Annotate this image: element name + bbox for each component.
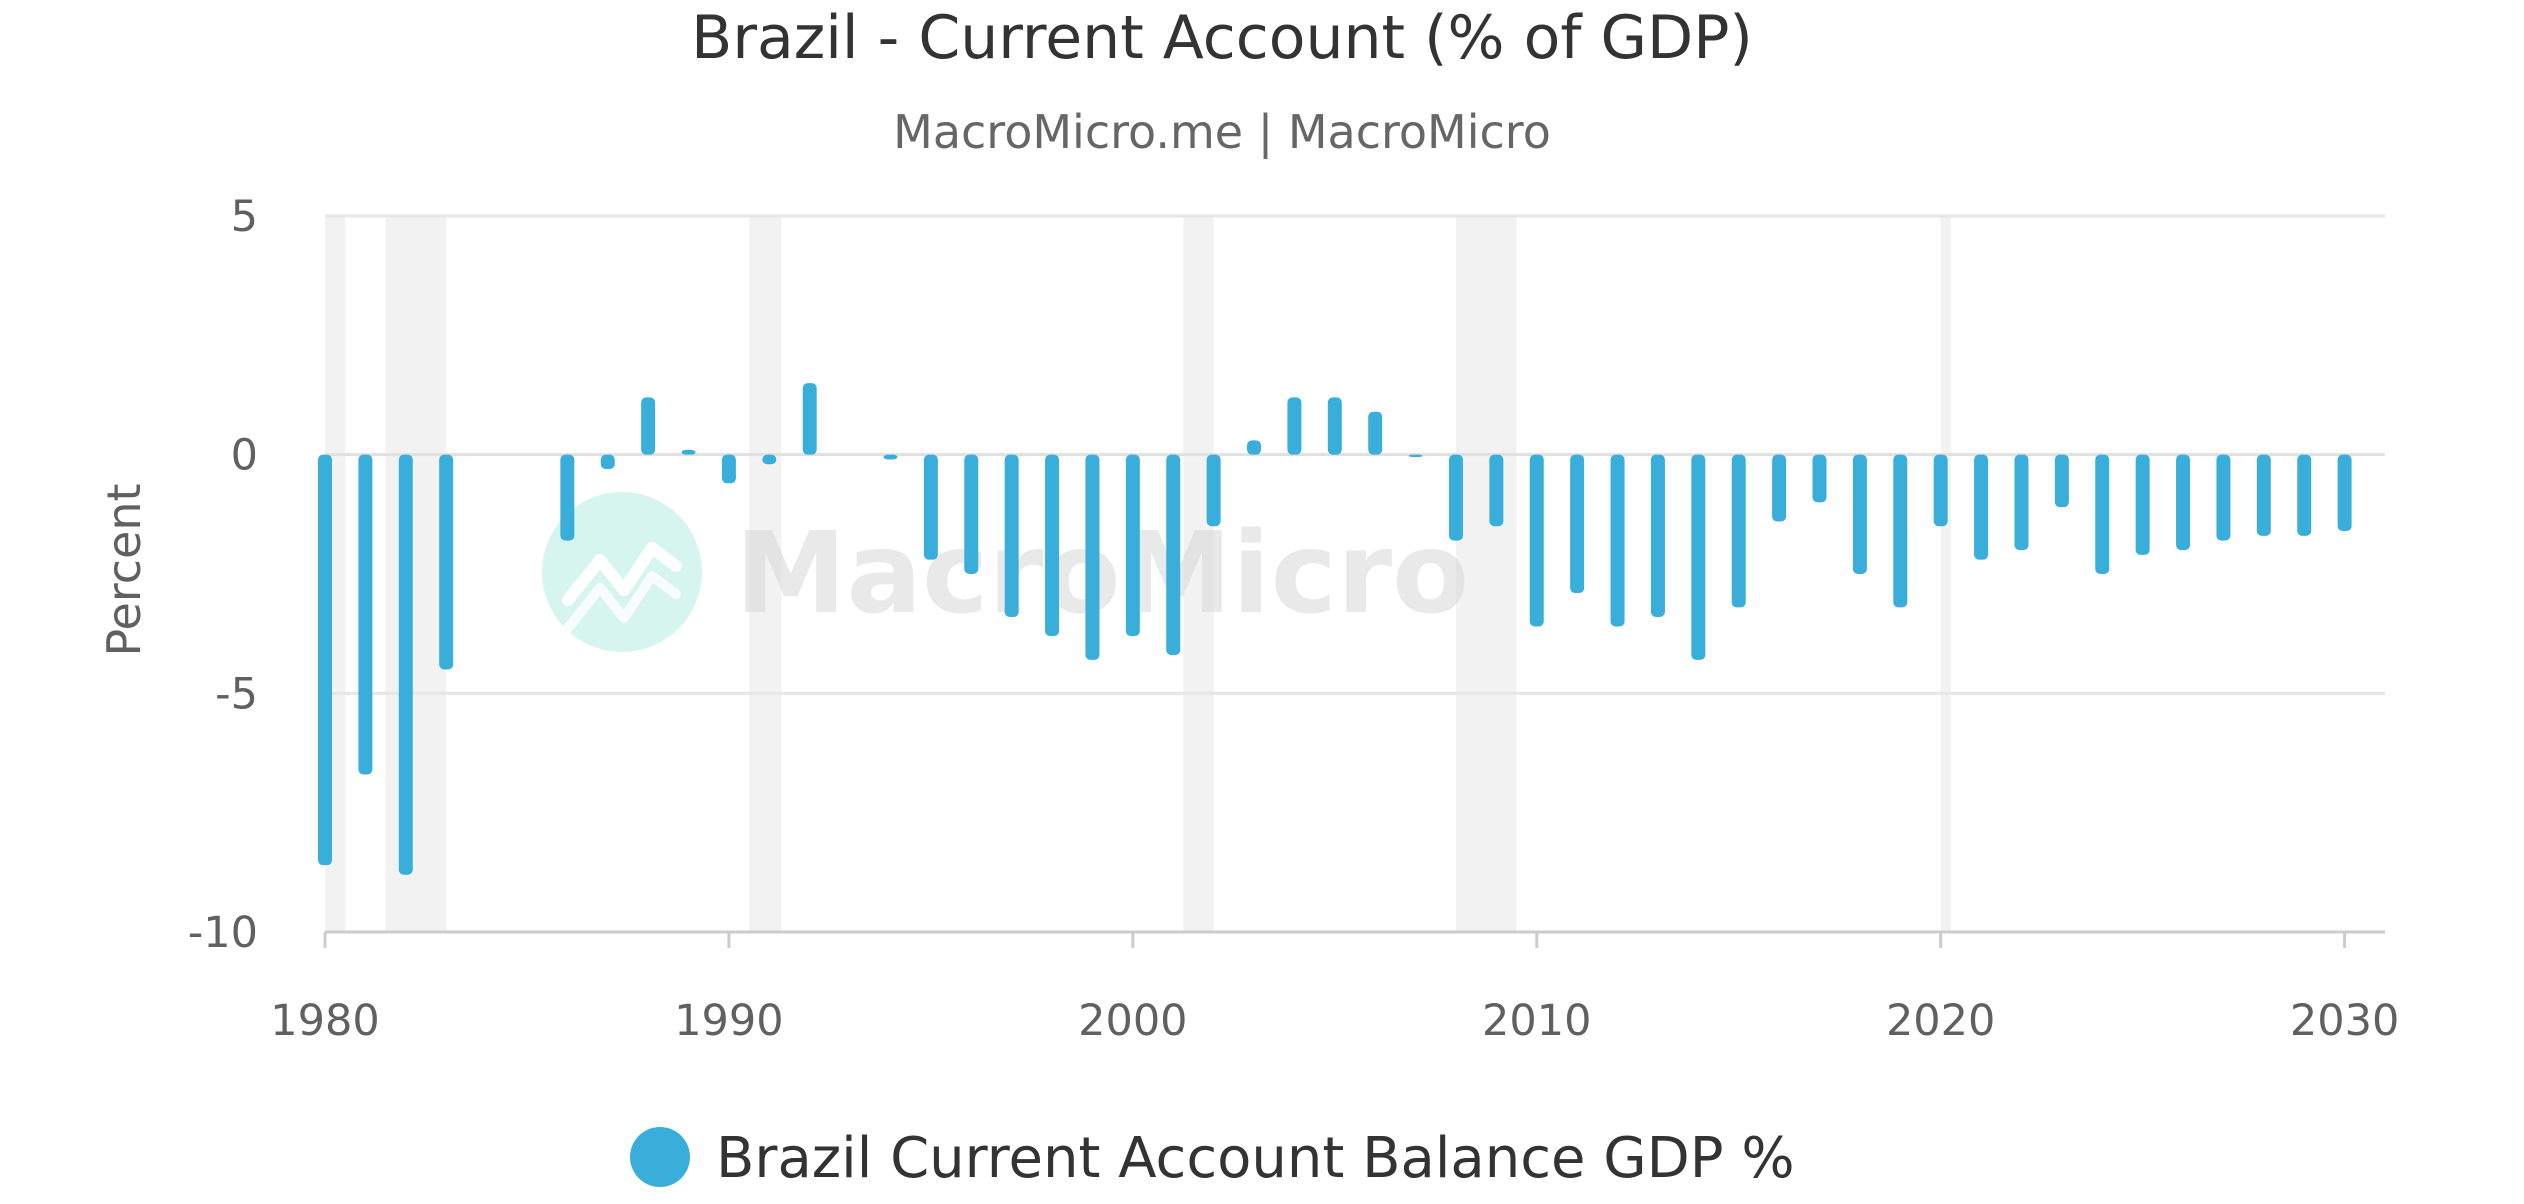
- bar: [1933, 454, 1948, 527]
- watermark: MacroMicro: [542, 492, 1469, 652]
- x-tick-label: 1980: [270, 996, 379, 1046]
- x-tick-label: 2020: [1886, 996, 1995, 1046]
- bar: [721, 454, 736, 484]
- bar: [2256, 454, 2271, 536]
- bar: [1731, 454, 1746, 608]
- chart-subtitle: MacroMicro.me | MacroMicro: [893, 105, 1551, 160]
- bar: [439, 454, 454, 670]
- legend-marker: [630, 1127, 690, 1187]
- bar: [318, 454, 332, 866]
- x-tick-label: 2030: [2290, 996, 2399, 1046]
- bar: [2216, 454, 2231, 541]
- bar: [1489, 454, 1504, 527]
- bar: [1125, 454, 1140, 637]
- bar: [1610, 454, 1625, 627]
- bar: [358, 454, 373, 775]
- y-tick-label: -5: [215, 669, 258, 719]
- bar: [2297, 454, 2312, 536]
- bar: [560, 454, 575, 541]
- bars: [318, 383, 2352, 875]
- x-tick-label: 2000: [1078, 996, 1187, 1046]
- bar: [1166, 454, 1181, 656]
- bar: [1812, 454, 1827, 503]
- bar: [1570, 454, 1585, 594]
- bar: [802, 383, 817, 455]
- bar: [1408, 454, 1423, 458]
- bar: [2014, 454, 2029, 551]
- bar: [883, 454, 898, 460]
- x-tick-label: 2010: [1482, 996, 1591, 1046]
- x-axis: 1980 1990 2000 2010 2020 2030: [270, 930, 2399, 1046]
- legend[interactable]: Brazil Current Account Balance GDP %: [630, 1126, 1795, 1191]
- legend-label: Brazil Current Account Balance GDP %: [716, 1126, 1795, 1191]
- bar: [762, 454, 777, 465]
- bar: [1974, 454, 1989, 560]
- recession-bands: [325, 216, 1951, 932]
- bar: [2135, 454, 2150, 555]
- bar: [600, 454, 615, 469]
- recession-band: [1455, 216, 1517, 932]
- watermark-text: MacroMicro: [735, 509, 1469, 639]
- watermark-logo-icon: [562, 542, 682, 606]
- bar: [923, 454, 938, 560]
- bar: [1247, 440, 1262, 455]
- chart-title: Brazil - Current Account (% of GDP): [691, 3, 1753, 73]
- bar: [964, 454, 979, 574]
- y-tick-label: 5: [231, 192, 258, 242]
- bar: [1893, 454, 1908, 608]
- bar: [1852, 454, 1867, 574]
- bar: [2095, 454, 2110, 574]
- recession-band: [1940, 216, 1951, 932]
- watermark-logo-icon-2: [563, 571, 681, 633]
- bar: [681, 449, 696, 455]
- bar: [1045, 454, 1060, 637]
- bar: [1206, 454, 1221, 527]
- recession-band: [1183, 216, 1214, 932]
- bar: [1529, 454, 1544, 627]
- bar: [1448, 454, 1463, 541]
- bar: [1004, 454, 1019, 617]
- bar: [398, 454, 413, 875]
- y-axis-title: Percent: [97, 483, 151, 656]
- bar: [1085, 454, 1100, 660]
- bar: [1691, 454, 1706, 660]
- y-tick-label: -10: [188, 908, 258, 958]
- bar: [1327, 397, 1342, 455]
- x-tick-label: 1990: [674, 996, 783, 1046]
- bar: [2176, 454, 2191, 551]
- bar: [1287, 397, 1302, 455]
- y-tick-label: 0: [231, 431, 258, 481]
- bar: [1772, 454, 1787, 522]
- bar: [1650, 454, 1665, 617]
- bar: [2337, 454, 2352, 532]
- bar: [641, 397, 656, 455]
- bar: [2054, 454, 2069, 508]
- y-axis-ticks: 5 0 -5 -10: [188, 192, 258, 958]
- recession-band: [749, 216, 782, 932]
- bar: [1368, 411, 1383, 455]
- recession-band: [385, 216, 447, 932]
